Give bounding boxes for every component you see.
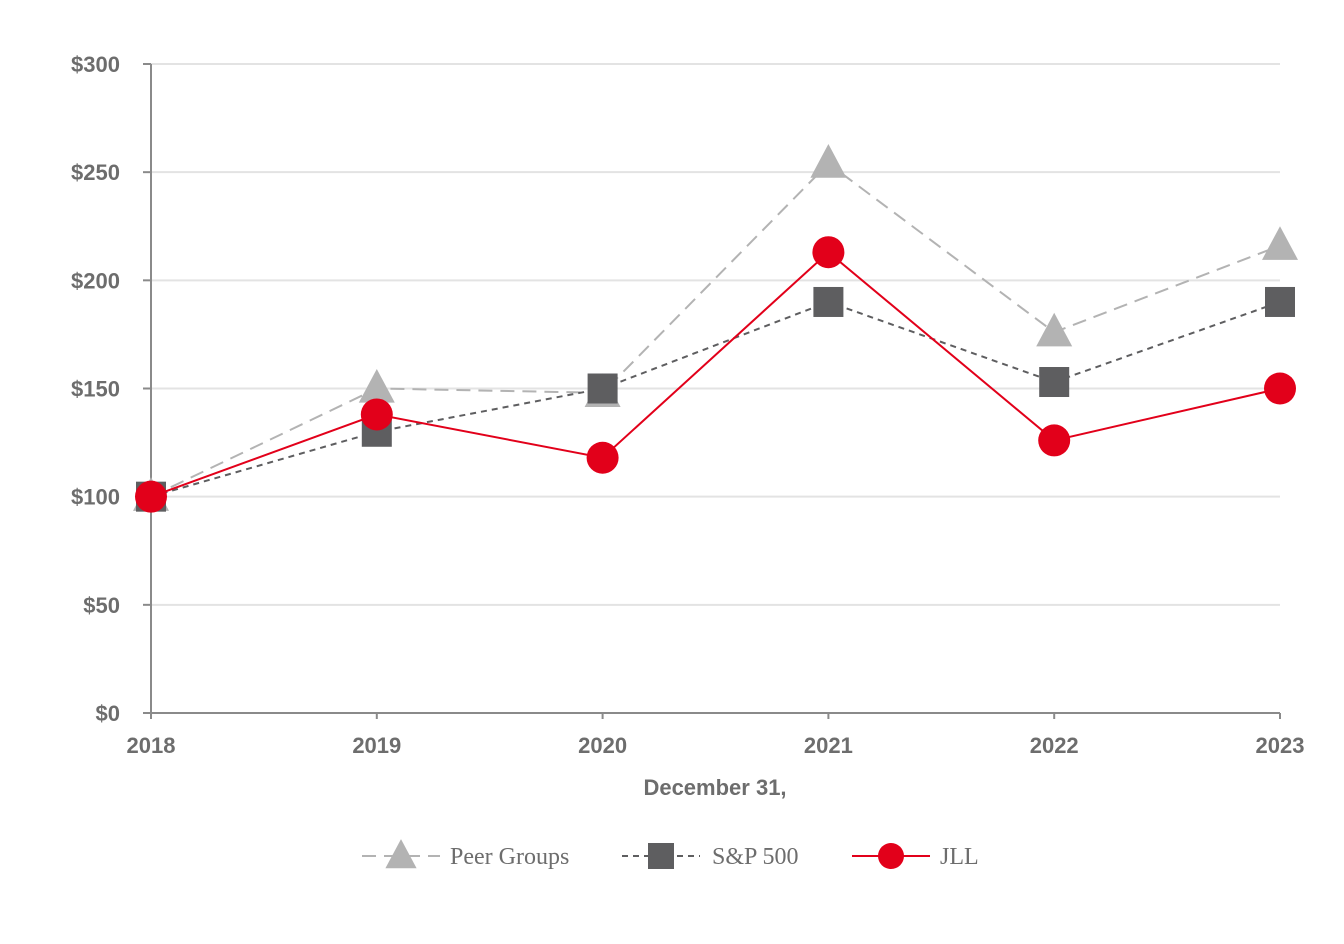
legend-marker — [385, 839, 417, 869]
data-point-jll — [135, 480, 167, 513]
x-tick-label: 2021 — [804, 733, 853, 758]
data-point-jll — [586, 441, 619, 474]
grid-layer — [151, 63, 1280, 606]
series-s-p-500 — [136, 286, 1295, 512]
x-tick-label: 2020 — [578, 733, 627, 758]
legend-label: JLL — [940, 844, 979, 870]
x-tick-label: 2019 — [352, 733, 401, 758]
y-tick-label: $100 — [71, 485, 120, 510]
legend-label: Peer Groups — [450, 844, 569, 870]
y-tick-label: $200 — [71, 268, 120, 293]
series-line-peer-groups — [150, 162, 1281, 498]
data-point-peer-groups — [1262, 226, 1298, 260]
legend-marker — [648, 843, 674, 869]
x-axis-title: December 31, — [643, 775, 786, 800]
series-peer-groups — [133, 143, 1298, 511]
data-point-peer-groups — [358, 368, 395, 403]
series-line-jll — [150, 250, 1281, 498]
legend-item-s-p-500: S&P 500 — [622, 843, 798, 870]
data-point-jll — [812, 236, 845, 269]
x-tick-label: 2022 — [1030, 733, 1079, 758]
legend-label: S&P 500 — [712, 844, 798, 870]
x-tick-label: 2023 — [1256, 733, 1305, 758]
data-point-peer-groups — [1036, 312, 1073, 347]
data-point-s-p-500 — [1265, 286, 1295, 317]
data-point-s-p-500 — [587, 373, 618, 404]
data-point-jll — [1264, 372, 1296, 405]
y-tick-label: $0 — [96, 701, 120, 726]
legend-marker — [878, 843, 904, 869]
y-tick-label: $150 — [71, 377, 120, 402]
y-tick-label: $250 — [71, 160, 120, 185]
axis-layer: $0 $50 $100 $150 $200 $250 $300 2018 2019 2020 202… — [71, 52, 1304, 758]
y-tick-label: $300 — [71, 52, 120, 77]
data-point-s-p-500 — [813, 286, 844, 317]
y-tick-label: $50 — [83, 593, 120, 618]
series-line-s-p-500 — [150, 300, 1281, 498]
x-tick-label: 2018 — [127, 733, 176, 758]
data-point-jll — [1038, 424, 1071, 457]
legend-item-peer-groups: Peer Groups — [362, 839, 569, 870]
series-layer — [133, 143, 1298, 513]
data-point-s-p-500 — [1039, 367, 1070, 398]
legend-item-jll: JLL — [852, 843, 979, 870]
legend: Peer Groups S&P 500 JLL — [362, 839, 979, 870]
series-jll — [135, 236, 1296, 513]
data-point-jll — [360, 398, 393, 431]
data-point-peer-groups — [810, 143, 847, 178]
